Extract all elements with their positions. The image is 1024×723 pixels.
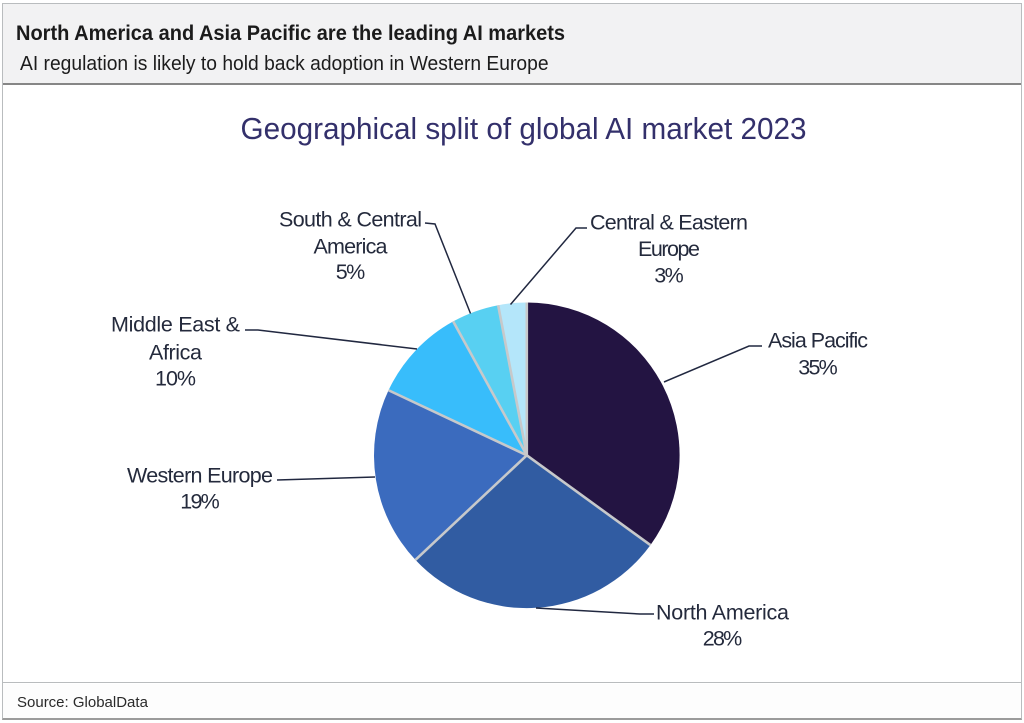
svg-text:America: America — [314, 235, 388, 259]
svg-text:Asia Pacific: Asia Pacific — [768, 329, 868, 353]
svg-text:Geographical split of global A: Geographical split of global AI market 2… — [241, 111, 807, 146]
svg-text:5%: 5% — [336, 260, 366, 284]
svg-text:28%: 28% — [703, 627, 743, 651]
svg-text:35%: 35% — [798, 356, 838, 380]
svg-text:South & Central: South & Central — [279, 208, 422, 232]
svg-text:Western Europe: Western Europe — [127, 464, 273, 488]
svg-text:Middle East &: Middle East & — [111, 313, 240, 337]
svg-text:3%: 3% — [654, 264, 684, 288]
svg-text:10%: 10% — [155, 367, 196, 391]
svg-text:Africa: Africa — [149, 341, 202, 365]
svg-text:Europe: Europe — [638, 237, 700, 261]
svg-text:Central & Eastern: Central & Eastern — [590, 211, 748, 235]
svg-text:19%: 19% — [180, 490, 220, 514]
svg-text:North America: North America — [656, 601, 789, 625]
